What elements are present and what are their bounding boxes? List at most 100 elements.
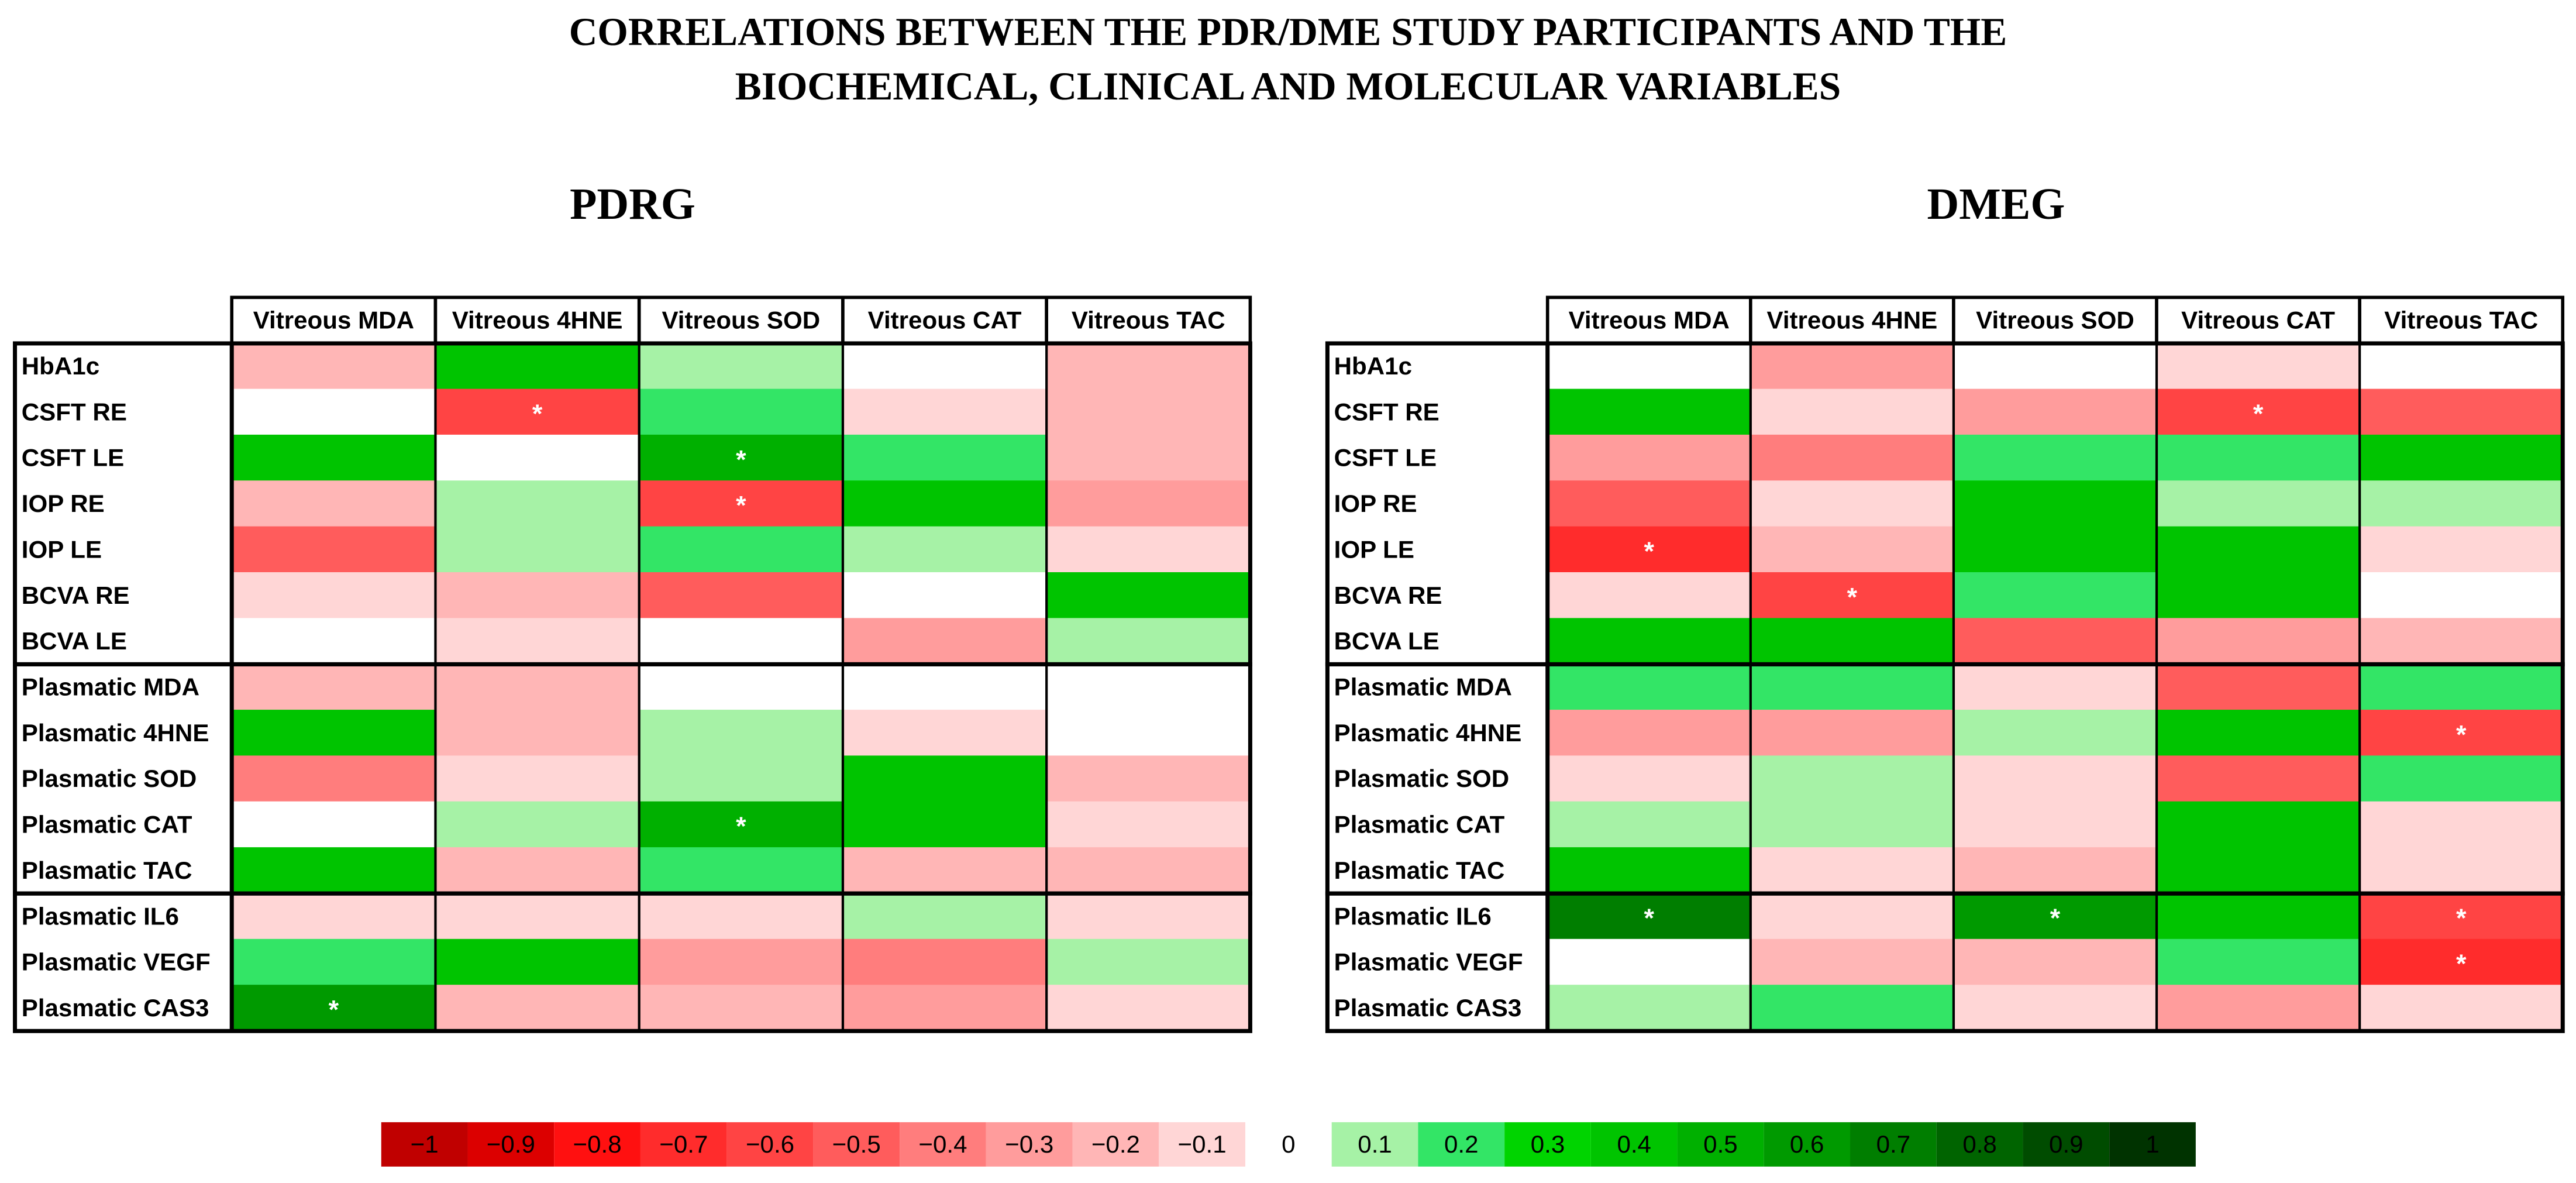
heatmap-cell bbox=[2359, 710, 2563, 756]
heatmap-cell bbox=[842, 801, 1047, 848]
legend-swatch bbox=[1331, 1122, 1418, 1167]
row-label: Plasmatic CAT bbox=[22, 811, 192, 838]
legend-swatch bbox=[900, 1122, 986, 1167]
column-header: Vitreous TAC bbox=[1072, 307, 1225, 334]
legend-label: 0.1 bbox=[1358, 1130, 1392, 1158]
row-label: Plasmatic MDA bbox=[22, 673, 199, 701]
row-label: HbA1c bbox=[1334, 352, 1412, 380]
heatmap-cell bbox=[2359, 663, 2563, 711]
heatmap-cell bbox=[639, 893, 843, 940]
significance-marker: * bbox=[1847, 582, 1858, 611]
column-header: Vitreous CAT bbox=[2181, 307, 2335, 334]
heatmap-cell bbox=[1750, 710, 1954, 756]
heatmap-cell bbox=[1046, 755, 1251, 803]
heatmap-cell bbox=[2156, 526, 2360, 573]
heatmap-cell bbox=[231, 526, 436, 573]
heatmap-cell bbox=[1046, 893, 1251, 940]
heatmap-cell bbox=[1750, 343, 1954, 390]
legend-swatch bbox=[813, 1122, 900, 1167]
heatmap-cell bbox=[231, 938, 436, 986]
heatmap-cell bbox=[231, 755, 436, 803]
heatmap-cell bbox=[231, 480, 436, 528]
heatmap-cell bbox=[435, 480, 640, 528]
heatmap-cell bbox=[1547, 938, 1751, 986]
heatmap-cell bbox=[2156, 343, 2360, 390]
row-label: BCVA LE bbox=[1334, 627, 1439, 655]
heatmap-cell bbox=[1953, 893, 2157, 940]
legend-label: −1 bbox=[411, 1130, 439, 1158]
heatmap-cell bbox=[435, 938, 640, 986]
row-label: IOP RE bbox=[22, 490, 105, 517]
heatmap-cell bbox=[842, 663, 1047, 711]
heatmap-cell bbox=[435, 755, 640, 803]
heatmap-cell bbox=[2156, 618, 2360, 665]
heatmap-cell bbox=[1046, 343, 1251, 390]
significance-marker: * bbox=[736, 490, 746, 520]
heatmap-cell bbox=[2156, 388, 2360, 436]
heatmap-cell bbox=[1750, 847, 1954, 894]
legend-swatch bbox=[1504, 1122, 1591, 1167]
panel-title: PDRG bbox=[570, 180, 695, 229]
row-label: Plasmatic CAT bbox=[1334, 811, 1505, 838]
legend-swatch bbox=[467, 1122, 555, 1167]
column-header: Vitreous CAT bbox=[868, 307, 1022, 334]
heatmap-cell bbox=[1750, 938, 1954, 986]
column-header: Vitreous 4HNE bbox=[452, 307, 623, 334]
heatmap-cell bbox=[842, 388, 1047, 436]
heatmap-cell bbox=[435, 388, 640, 436]
heatmap-cell bbox=[1750, 618, 1954, 665]
heatmap-cell bbox=[1750, 434, 1954, 482]
heatmap-cell bbox=[2156, 893, 2360, 940]
heatmap-cell bbox=[1953, 847, 2157, 894]
heatmap-cell bbox=[2359, 343, 2563, 390]
heatmap-cell bbox=[435, 343, 640, 390]
heatmap-cell bbox=[2359, 938, 2563, 986]
row-label: IOP LE bbox=[1334, 535, 1414, 563]
legend-label: 0.9 bbox=[2049, 1130, 2083, 1158]
heatmap-cell bbox=[842, 893, 1047, 940]
heatmap-cell bbox=[2156, 710, 2360, 756]
column-header: Vitreous SOD bbox=[662, 307, 820, 334]
heatmap-cell bbox=[1953, 343, 2157, 390]
legend-label: 0.7 bbox=[1876, 1130, 1911, 1158]
heatmap-cell bbox=[1547, 663, 1751, 711]
heatmap-cell bbox=[231, 985, 436, 1031]
heatmap-cell bbox=[1953, 938, 2157, 986]
heatmap-cell bbox=[2359, 480, 2563, 528]
heatmap-cell bbox=[1046, 388, 1251, 436]
heatmap-cell bbox=[2359, 434, 2563, 482]
heatmap-cell bbox=[2359, 572, 2563, 619]
row-label: Plasmatic IL6 bbox=[1334, 902, 1492, 930]
heatmap-cell bbox=[1046, 801, 1251, 848]
legend-label: 0 bbox=[1282, 1130, 1295, 1158]
row-label: Plasmatic CAS3 bbox=[22, 994, 209, 1022]
column-header: Vitreous MDA bbox=[253, 307, 414, 334]
legend-swatch bbox=[1590, 1122, 1678, 1167]
heatmap-cell bbox=[435, 526, 640, 573]
legend-swatch bbox=[640, 1122, 727, 1167]
heatmap-cell bbox=[435, 434, 640, 482]
heatmap-cell bbox=[1953, 755, 2157, 803]
row-label: Plasmatic TAC bbox=[1334, 857, 1505, 884]
heatmap-cell bbox=[231, 434, 436, 482]
heatmap-cell bbox=[435, 801, 640, 848]
legend-label: 0.6 bbox=[1790, 1130, 1824, 1158]
row-label: Plasmatic SOD bbox=[1334, 765, 1510, 792]
heatmap-cell bbox=[639, 938, 843, 986]
column-header: Vitreous MDA bbox=[1569, 307, 1730, 334]
group-frame bbox=[1325, 891, 2565, 1033]
legend-swatch bbox=[1072, 1122, 1159, 1167]
column-header: Vitreous TAC bbox=[2384, 307, 2538, 334]
chart-title: BIOCHEMICAL, CLINICAL AND MOLECULAR VARI… bbox=[735, 64, 1841, 108]
legend-label: 0.2 bbox=[1444, 1130, 1479, 1158]
row-label: CSFT RE bbox=[1334, 398, 1439, 425]
significance-marker: * bbox=[1644, 903, 1655, 933]
heatmap-cell bbox=[639, 618, 843, 665]
heatmap-cell bbox=[2359, 618, 2563, 665]
heatmap-cell bbox=[1547, 572, 1751, 619]
row-label: Plasmatic VEGF bbox=[22, 948, 211, 976]
heatmap-cell bbox=[1046, 434, 1251, 482]
heatmap-cell bbox=[1547, 388, 1751, 436]
heatmap-cell bbox=[842, 710, 1047, 756]
heatmap-cell bbox=[1046, 526, 1251, 573]
